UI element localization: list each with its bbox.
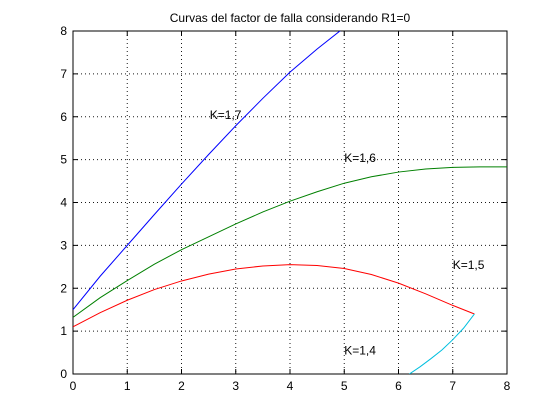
ticks: [72, 30, 508, 375]
grid: [73, 31, 507, 374]
curve-label: K=1,5: [453, 258, 485, 272]
x-tick-label: 7: [449, 379, 456, 393]
curve-label: K=1,6: [344, 151, 376, 165]
x-tick-labels: 0 1 2 3 4 5 6 7 8: [70, 379, 511, 393]
series-line-k-1-5: [73, 264, 475, 328]
x-tick-label: 1: [124, 379, 131, 393]
series-line-k-1-7: [73, 31, 341, 311]
annotations: K=1,7 K=1,6 K=1,5 K=1,4: [210, 108, 485, 358]
y-tick-labels: 0 1 2 3 4 5 6 7 8: [60, 24, 67, 381]
y-tick-label: 6: [60, 110, 67, 124]
x-tick-label: 6: [395, 379, 402, 393]
y-tick-label: 2: [60, 281, 67, 295]
chart-title: Curvas del factor de falla considerando …: [170, 11, 411, 25]
series-line-k-1-4: [409, 313, 475, 374]
y-tick-label: 8: [60, 24, 67, 38]
y-tick-label: 5: [60, 153, 67, 167]
curve-label: K=1,7: [210, 108, 242, 122]
y-tick-label: 4: [60, 196, 67, 210]
y-tick-label: 7: [60, 67, 67, 81]
y-tick-label: 1: [60, 324, 67, 338]
x-tick-label: 8: [504, 379, 511, 393]
curve-label: K=1,4: [344, 344, 376, 358]
x-tick-label: 0: [70, 379, 77, 393]
x-tick-label: 4: [287, 379, 294, 393]
series-line-k-1-6: [73, 166, 507, 318]
x-tick-label: 3: [232, 379, 239, 393]
series-group: [73, 31, 507, 374]
y-tick-label: 0: [60, 367, 67, 381]
x-tick-label: 5: [341, 379, 348, 393]
x-tick-label: 2: [178, 379, 185, 393]
y-tick-label: 3: [60, 238, 67, 252]
